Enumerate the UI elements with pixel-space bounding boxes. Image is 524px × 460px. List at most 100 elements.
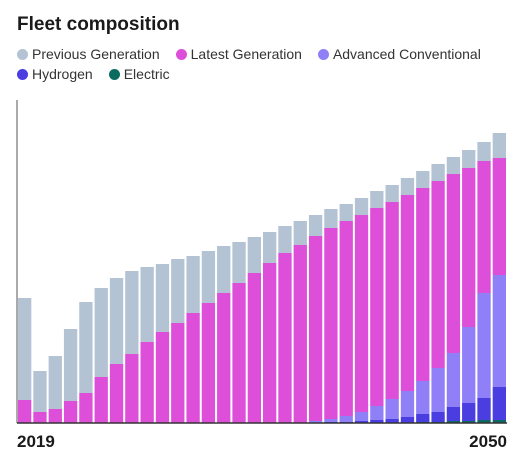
- bar-segment: [293, 245, 307, 423]
- bar-segment: [385, 419, 399, 423]
- bar-segment: [477, 161, 491, 293]
- bar-segment: [492, 420, 506, 423]
- bar-segment: [232, 283, 246, 423]
- bar-segment: [462, 150, 476, 168]
- bar-segment: [370, 406, 384, 420]
- bar-segment: [462, 168, 476, 327]
- bar-segment: [140, 267, 154, 342]
- bar-segment: [308, 236, 323, 421]
- bar-segment: [109, 278, 124, 364]
- bar-segment: [354, 215, 369, 412]
- bar-segment: [94, 377, 108, 423]
- bar-segment: [354, 198, 369, 215]
- bar-segment: [492, 275, 506, 387]
- bar-segment: [385, 202, 399, 399]
- bar-segment: [33, 371, 47, 412]
- bar-segment: [217, 246, 231, 293]
- bar-segment: [63, 401, 78, 423]
- bar-segment: [125, 271, 139, 354]
- legend-item: Latest Generation: [175, 46, 302, 62]
- bar-segment: [492, 133, 506, 158]
- bar-segment: [446, 157, 461, 174]
- bar-segment: [155, 264, 170, 332]
- bar-segment: [385, 399, 399, 419]
- chart-title: Fleet composition: [17, 14, 180, 35]
- legend-item: Hydrogen: [17, 66, 93, 82]
- bar-segment: [400, 391, 415, 417]
- bar-segment: [462, 327, 476, 403]
- bar-segment: [18, 298, 32, 400]
- bar-segment: [18, 400, 32, 423]
- bar-segment: [492, 387, 506, 420]
- bar-segment: [324, 209, 338, 228]
- bar-segment: [48, 356, 62, 409]
- bar-segment: [416, 188, 430, 381]
- bar-segment: [63, 329, 78, 401]
- bar-segment: [354, 421, 369, 423]
- bar-segment: [201, 251, 216, 303]
- bar-segment: [446, 421, 461, 423]
- bar-segment: [431, 412, 445, 422]
- bar-segment: [79, 393, 93, 423]
- legend-label: Latest Generation: [190, 46, 302, 62]
- bar-segment: [308, 215, 323, 236]
- bar-segment: [370, 208, 384, 406]
- bar-segment: [278, 253, 292, 423]
- bar-segment: [33, 412, 47, 423]
- bar-segment: [293, 221, 307, 245]
- bar-segment: [431, 368, 445, 412]
- bar-segment: [416, 414, 430, 422]
- bar-segment: [217, 293, 231, 423]
- bar-segment: [140, 342, 154, 423]
- bar-segment: [339, 416, 353, 422]
- bar-segment: [247, 273, 261, 423]
- bar-segment: [477, 142, 491, 161]
- bar-segment: [278, 226, 292, 253]
- bar-segment: [385, 185, 399, 202]
- legend-swatch: [317, 48, 329, 60]
- x-tick-label: 2019: [17, 432, 55, 451]
- bar-segment: [339, 221, 353, 416]
- bar-segment: [431, 164, 445, 181]
- bar-segment: [324, 419, 338, 422]
- x-tick-label: 2050: [469, 432, 507, 451]
- legend: Previous Generation Latest Generation Adva…: [17, 46, 517, 82]
- bar-segment: [186, 313, 200, 423]
- bar-segment: [370, 420, 384, 423]
- bar-segment: [400, 178, 415, 195]
- bar-segment: [155, 332, 170, 423]
- bar-segment: [477, 293, 491, 398]
- bar-segment: [79, 302, 93, 393]
- bar-segment: [48, 409, 62, 423]
- bar-segment: [462, 421, 476, 423]
- bar-segment: [416, 171, 430, 188]
- bar-segment: [477, 398, 491, 420]
- bar-segment: [477, 420, 491, 423]
- bar-segment: [263, 232, 277, 263]
- legend-label: Advanced Conventional: [332, 46, 481, 62]
- legend-label: Hydrogen: [32, 66, 93, 82]
- bar-segment: [370, 191, 384, 208]
- legend-item: Previous Generation: [17, 46, 160, 62]
- legend-item: Electric: [108, 66, 170, 82]
- legend-swatch: [17, 68, 28, 80]
- legend-item: Advanced Conventional: [317, 46, 481, 62]
- legend-swatch: [175, 48, 187, 60]
- bar-segment: [247, 237, 261, 273]
- bar-segment: [492, 158, 506, 275]
- bar-segment: [400, 195, 415, 391]
- bar-segment: [109, 364, 124, 423]
- bar-segment: [125, 354, 139, 423]
- bar-segment: [263, 263, 277, 423]
- bar-segment: [400, 417, 415, 423]
- bar-segment: [431, 181, 445, 368]
- bar-segment: [354, 412, 369, 421]
- bar-segment: [308, 421, 323, 423]
- legend-label: Previous Generation: [32, 46, 160, 62]
- bar-segment: [339, 204, 353, 221]
- bar-segment: [171, 323, 185, 423]
- bar-segment: [446, 353, 461, 407]
- bar-segment: [171, 259, 185, 323]
